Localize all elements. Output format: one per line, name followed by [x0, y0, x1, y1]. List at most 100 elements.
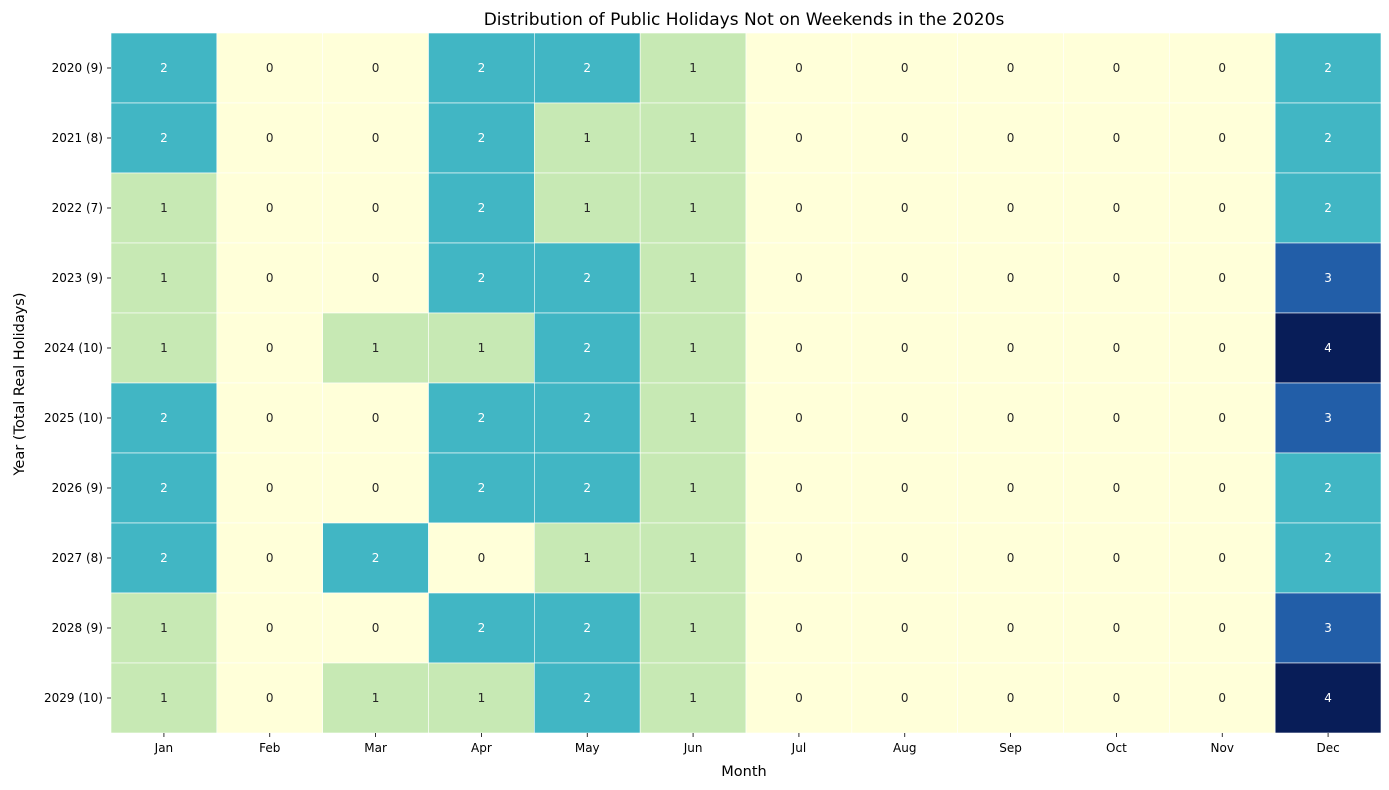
heatmap-cell: [1169, 522, 1276, 594]
heatmap-cell: [1169, 452, 1276, 524]
cell-value-label: 1: [689, 201, 697, 215]
heatmap-cell: [1274, 242, 1382, 314]
heatmap-cell: [745, 592, 853, 664]
cell-value-label: 0: [1218, 271, 1226, 285]
heatmap-cell: [639, 592, 747, 664]
cell-value-label: 0: [795, 61, 803, 75]
heatmap-cell: [639, 242, 747, 314]
cell-value-label: 2: [160, 411, 168, 425]
cell-value-label: 0: [1218, 61, 1226, 75]
cell-value-label: 0: [266, 341, 274, 355]
heatmap-cell: [745, 522, 853, 594]
cell-value-label: 1: [689, 271, 697, 285]
heatmap-cell: [957, 382, 1064, 454]
cell-value-label: 2: [478, 481, 486, 495]
cell-value-label: 0: [1113, 61, 1121, 75]
cell-value-label: 0: [1113, 691, 1121, 705]
heatmap-cell: [534, 522, 641, 594]
heatmap-cell: [1169, 312, 1276, 384]
heatmap-cell: [322, 312, 429, 384]
cell-value-label: 0: [901, 341, 909, 355]
x-tick-label-sep: Sep: [999, 741, 1022, 755]
heatmap-cell: [428, 592, 535, 664]
heatmap-cell: [745, 312, 853, 384]
cell-value-label: 2: [160, 61, 168, 75]
cell-value-label: 0: [1218, 411, 1226, 425]
heatmap-cell: [957, 312, 1064, 384]
cell-value-label: 0: [901, 551, 909, 565]
cell-value-label: 1: [689, 481, 697, 495]
heatmap-cell: [322, 172, 429, 244]
heatmap-cell: [428, 102, 535, 174]
heatmap-cell: [745, 662, 853, 734]
cell-value-label: 0: [901, 131, 909, 145]
cell-value-label: 2: [478, 61, 486, 75]
heatmap-cell: [110, 592, 218, 664]
cell-value-label: 0: [266, 61, 274, 75]
heatmap-cell: [1274, 522, 1382, 594]
cell-value-label: 1: [160, 271, 168, 285]
cell-value-label: 2: [583, 481, 591, 495]
cell-value-label: 0: [372, 621, 380, 635]
heatmap-cell: [1169, 382, 1276, 454]
heatmap-cell: [957, 242, 1064, 314]
cell-value-label: 1: [372, 341, 380, 355]
cell-value-label: 0: [901, 411, 909, 425]
cell-value-label: 0: [795, 201, 803, 215]
cell-value-label: 2: [583, 271, 591, 285]
heatmap-cell: [745, 102, 853, 174]
cell-value-label: 0: [795, 131, 803, 145]
cell-value-label: 3: [1324, 411, 1332, 425]
cell-value-label: 2: [160, 551, 168, 565]
y-tick-label-2027-8: 2027 (8): [52, 551, 103, 565]
y-tick-label-2022-7: 2022 (7): [52, 201, 103, 215]
heatmap-cell: [851, 592, 958, 664]
heatmap-cell: [534, 32, 641, 104]
cell-value-label: 0: [795, 551, 803, 565]
heatmap-cell: [216, 452, 323, 524]
heatmap-cell: [534, 452, 641, 524]
cell-value-label: 0: [266, 271, 274, 285]
cell-value-label: 0: [266, 201, 274, 215]
axis-ticks: Jan Feb Mar Apr May Jun Jul Aug Sep Oct Nov Dec2020…: [44, 61, 1340, 755]
cell-value-label: 1: [160, 341, 168, 355]
heatmap-cell: [639, 312, 747, 384]
cell-value-label: 2: [1324, 61, 1332, 75]
heatmap-cell: [322, 452, 429, 524]
cell-value-label: 2: [1324, 201, 1332, 215]
cell-value-label: 1: [478, 691, 486, 705]
heatmap-cell: [1274, 382, 1382, 454]
y-tick-label-2023-9: 2023 (9): [52, 271, 103, 285]
cell-value-label: 0: [1218, 691, 1226, 705]
heatmap-cell: [1274, 592, 1382, 664]
cell-value-label: 1: [160, 691, 168, 705]
heatmap-cell: [639, 32, 747, 104]
cell-value-label: 0: [266, 691, 274, 705]
cell-value-label: 3: [1324, 621, 1332, 635]
x-tick-label-oct: Oct: [1106, 741, 1127, 755]
cell-value-label: 0: [266, 621, 274, 635]
heatmap-cell: [957, 592, 1064, 664]
cell-value-label: 0: [1113, 551, 1121, 565]
heatmap-cell: [1063, 242, 1170, 314]
cell-value-label: 0: [1007, 691, 1015, 705]
heatmap-cell: [851, 312, 958, 384]
cell-value-label: 0: [1218, 551, 1226, 565]
heatmap-cell: [110, 102, 218, 174]
heatmap-cell: [1169, 242, 1276, 314]
heatmap-cell: [1063, 32, 1170, 104]
y-tick-label-2024-10: 2024 (10): [44, 341, 103, 355]
cell-value-label: 0: [1113, 341, 1121, 355]
cell-value-label: 2: [583, 411, 591, 425]
cell-value-label: 0: [266, 131, 274, 145]
heatmap-cell: [639, 102, 747, 174]
cell-value-label: 0: [901, 481, 909, 495]
cell-value-label: 0: [901, 271, 909, 285]
heatmap-cell: [1274, 32, 1382, 104]
x-tick-label-nov: Nov: [1211, 741, 1234, 755]
heatmap-cell: [322, 592, 429, 664]
cell-value-label: 0: [1007, 341, 1015, 355]
cell-value-label: 0: [372, 271, 380, 285]
cell-value-label: 2: [478, 201, 486, 215]
